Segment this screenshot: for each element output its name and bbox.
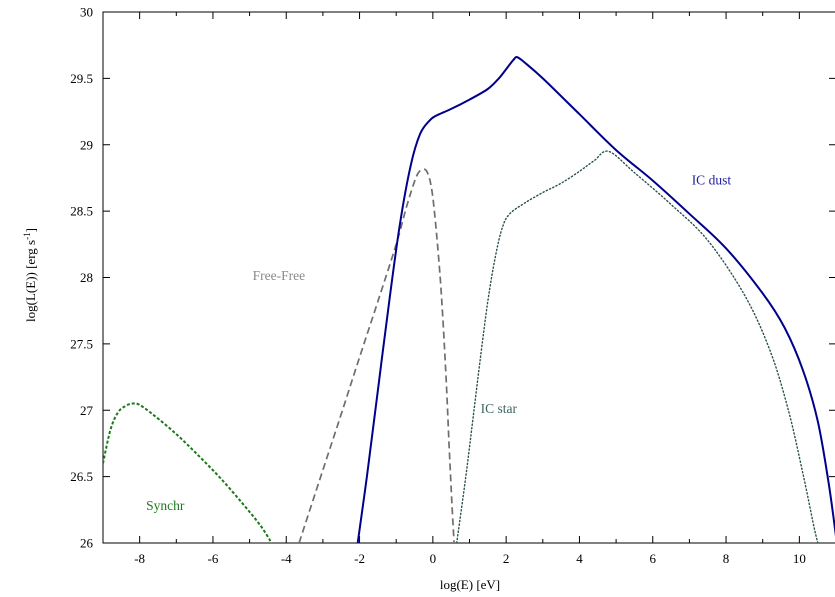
x-tick-label: 10 <box>793 551 806 566</box>
x-axis-title: log(E) [eV] <box>440 577 500 592</box>
y-tick-label: 29 <box>80 137 93 152</box>
x-tick-label: 4 <box>576 551 583 566</box>
y-tick-label: 30 <box>80 5 93 20</box>
y-axis-title-main: log(L(E)) [erg s <box>23 240 38 322</box>
series-curves <box>103 56 835 543</box>
axis-ticks <box>102 11 835 544</box>
series-line-ic-star <box>456 150 819 543</box>
series-label-ic-dust: IC dust <box>692 173 732 188</box>
series-line-ic-dust <box>356 56 835 543</box>
y-tick-label: 29.5 <box>70 71 93 86</box>
y-tick-label: 26.5 <box>70 469 93 484</box>
x-tick-label: -6 <box>208 551 219 566</box>
y-axis-title-end: ] <box>23 228 38 232</box>
y-tick-label: 27.5 <box>70 336 93 351</box>
series-label-synchr: Synchr <box>146 498 185 513</box>
y-tick-label: 27 <box>80 403 94 418</box>
series-label-ic-star: IC star <box>481 401 518 416</box>
x-tick-label: 2 <box>503 551 510 566</box>
x-tick-label: -8 <box>134 551 145 566</box>
x-tick-label: -2 <box>354 551 365 566</box>
series-label-free-free: Free-Free <box>253 268 305 283</box>
x-tick-label: 0 <box>430 551 437 566</box>
x-tick-labels: -8 -6 -4 -2 0 2 4 6 8 10 <box>134 551 806 566</box>
y-axis-title: log(L(E)) [erg s-1] <box>22 228 38 322</box>
series-line-free-free <box>298 168 455 543</box>
y-axis-title-exponent: -1 <box>22 232 32 240</box>
series-annotations: Synchr Free-Free IC star IC dust <box>146 173 731 513</box>
x-tick-label: 6 <box>650 551 657 566</box>
series-line-synchr <box>103 402 273 543</box>
y-tick-label: 26 <box>80 536 94 551</box>
x-tick-label: -4 <box>281 551 292 566</box>
y-tick-label: 28 <box>80 270 93 285</box>
y-tick-labels: 26 26.5 27 27.5 28 28.5 29 29.5 30 <box>70 5 93 551</box>
plot-frame <box>102 11 835 544</box>
x-tick-label: 8 <box>723 551 730 566</box>
y-tick-label: 28.5 <box>70 204 93 219</box>
